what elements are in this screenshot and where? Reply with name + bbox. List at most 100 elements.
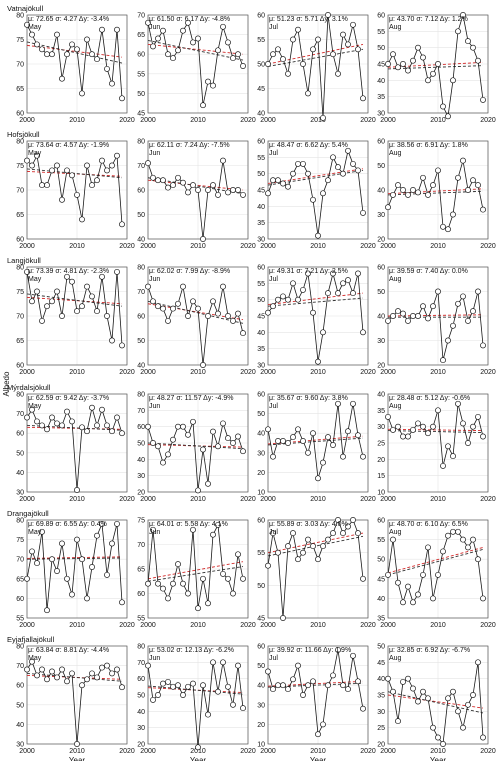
x-tick-label: 2010: [69, 369, 85, 376]
trend-line-black: [26, 168, 123, 179]
y-tick-label: 30: [16, 490, 24, 497]
data-point: [290, 434, 296, 441]
data-point: [64, 678, 70, 685]
series-line: [147, 160, 244, 240]
y-tick-label: 60: [257, 392, 265, 399]
data-point: [350, 400, 356, 407]
trend-line-black: [387, 548, 484, 576]
y-tick-label: 75: [16, 289, 24, 296]
data-point: [160, 585, 166, 592]
month-label: May: [28, 150, 42, 157]
data-point: [435, 167, 441, 174]
data-point: [109, 428, 115, 435]
data-point: [89, 670, 95, 677]
data-point: [415, 698, 421, 705]
data-point: [415, 420, 421, 427]
data-point: [230, 187, 236, 193]
x-tick-label: 2020: [119, 117, 135, 124]
data-point: [220, 659, 226, 666]
data-point: [435, 734, 441, 741]
y-tick-label: 40: [257, 111, 265, 118]
data-point: [39, 666, 45, 673]
data-point: [89, 404, 95, 411]
data-point: [325, 434, 331, 441]
data-point: [430, 595, 436, 602]
data-point: [320, 459, 326, 466]
data-point: [59, 75, 65, 82]
data-point: [470, 536, 476, 543]
data-point: [94, 308, 100, 315]
data-point: [395, 64, 401, 71]
data-point: [480, 342, 486, 349]
y-tick-label: 60: [257, 644, 265, 651]
data-point: [29, 162, 35, 169]
data-point: [160, 27, 166, 34]
data-point: [185, 683, 191, 690]
trend-line-black: [147, 300, 244, 324]
stats-label: μ: 48.27 σ: 11.57 Δy: -4.9%: [149, 395, 234, 402]
x-tick-label: 2010: [310, 622, 326, 629]
data-point: [280, 293, 286, 300]
data-point: [455, 28, 461, 35]
trend-line-black: [147, 40, 244, 61]
data-point: [430, 724, 436, 731]
data-point: [150, 43, 156, 50]
data-point: [99, 406, 105, 413]
data-point: [109, 162, 115, 169]
y-tick-label: 50: [16, 702, 24, 709]
data-point: [450, 211, 456, 218]
data-point: [175, 300, 181, 307]
data-point: [315, 36, 321, 43]
data-point: [385, 413, 391, 420]
data-point: [220, 570, 226, 577]
y-tick-label: 65: [16, 86, 24, 93]
data-point: [410, 187, 416, 193]
data-point: [340, 31, 346, 38]
data-point: [64, 575, 70, 582]
y-tick-label: 30: [377, 424, 385, 431]
y-tick-label: 60: [16, 237, 24, 244]
panel-0-0: 60 65 70 75 80 2000 2010 2020 μ: 72.65 σ: 4.27 Δ…: [16, 13, 135, 125]
data-point: [415, 313, 421, 319]
data-point: [64, 167, 70, 174]
panel-frame: [267, 266, 369, 366]
y-tick-label: 70: [137, 289, 145, 296]
glacier-name: Drangajökull: [7, 509, 49, 518]
stats-label: μ: 48.47 σ: 6.62 Δy: 5.4%: [269, 142, 348, 149]
data-point: [205, 711, 211, 718]
data-point: [285, 70, 291, 77]
data-point: [470, 423, 476, 430]
y-tick-label: 50: [257, 663, 265, 670]
month-label: Jul: [269, 655, 278, 662]
data-point: [235, 187, 241, 193]
data-point: [235, 51, 241, 58]
x-tick-label: 2010: [430, 369, 446, 376]
y-tick-label: 60: [137, 676, 145, 683]
y-tick-label: 65: [137, 567, 145, 574]
data-point: [64, 51, 70, 58]
x-tick-label: 2000: [380, 369, 396, 376]
data-point: [24, 157, 30, 164]
y-tick-label: 65: [16, 338, 24, 345]
y-tick-label: 50: [377, 289, 385, 296]
data-point: [425, 315, 431, 322]
data-point: [225, 189, 231, 196]
data-point: [480, 206, 486, 213]
x-axis-title: Year: [310, 756, 327, 761]
data-point: [190, 182, 196, 189]
data-point: [145, 19, 151, 26]
data-point: [180, 27, 186, 34]
data-point: [460, 12, 466, 18]
stats-label: μ: 38.56 σ: 6.91 Δy: 1.8%: [389, 142, 468, 149]
y-tick-label: 20: [377, 742, 385, 749]
data-point: [355, 530, 361, 537]
x-tick-label: 2000: [380, 622, 396, 629]
data-point: [119, 342, 125, 349]
data-point: [340, 682, 346, 689]
x-tick-label: 2020: [119, 622, 135, 629]
y-tick-label: 50: [377, 45, 385, 52]
data-point: [300, 286, 306, 293]
stats-label: μ: 63.84 σ: 8.81 Δy: -4.4%: [28, 647, 109, 654]
data-point: [315, 556, 321, 563]
data-point: [360, 95, 366, 102]
